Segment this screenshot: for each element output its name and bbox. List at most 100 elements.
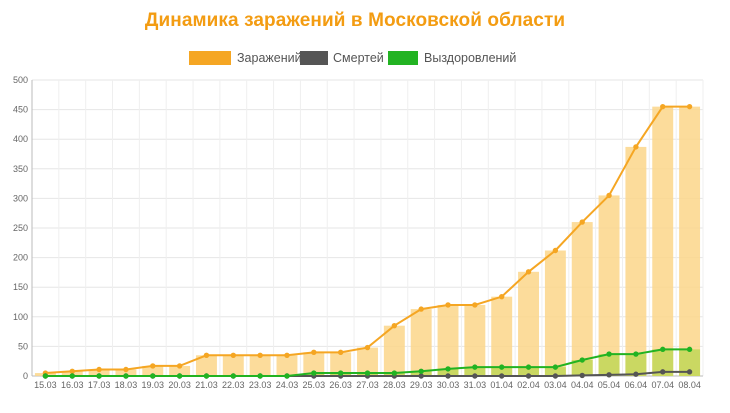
- point-deaths: [525, 373, 532, 379]
- bar-infected: [142, 365, 164, 376]
- bar-infected: [383, 325, 405, 376]
- x-tick-label: 03.04: [544, 380, 567, 390]
- point-recovered: [364, 370, 371, 376]
- bar-infected: [437, 304, 459, 376]
- point-recovered: [337, 370, 344, 376]
- legend-swatch-infected: [189, 51, 231, 65]
- point-recovered: [96, 373, 102, 379]
- x-tick-label: 04.04: [571, 380, 594, 390]
- x-tick-label: 31.03: [464, 380, 487, 390]
- point-recovered: [257, 373, 263, 379]
- bar-infected: [518, 271, 540, 376]
- point-infected: [96, 366, 102, 373]
- point-infected: [579, 219, 585, 225]
- point-recovered: [552, 364, 559, 370]
- bar-infected: [357, 347, 378, 376]
- bar-infected: [303, 352, 325, 376]
- x-tick-label: 06.04: [625, 380, 648, 390]
- point-recovered: [472, 364, 478, 370]
- y-tick-label: 250: [13, 223, 28, 233]
- bar-recovered: [652, 349, 674, 376]
- chart-title: Динамика заражений в Московской области: [144, 10, 566, 31]
- point-infected: [284, 352, 290, 358]
- point-infected: [525, 269, 532, 275]
- bar-recovered: [464, 367, 486, 376]
- point-recovered: [633, 351, 639, 357]
- point-recovered: [284, 373, 290, 379]
- point-recovered: [499, 364, 505, 370]
- point-infected: [123, 366, 129, 373]
- y-tick-label: 50: [18, 341, 28, 351]
- y-tick-label: 300: [13, 193, 28, 203]
- bar-infected: [195, 355, 217, 376]
- bar-recovered: [679, 349, 701, 376]
- x-tick-label: 25.03: [303, 380, 326, 390]
- bar-infected: [464, 304, 486, 376]
- x-tick-label: 21.03: [195, 380, 218, 390]
- point-recovered: [525, 364, 532, 370]
- x-tick-label: 02.04: [517, 380, 540, 390]
- x-tick-label: 26.03: [329, 380, 352, 390]
- x-tick-label: 28.03: [383, 380, 406, 390]
- x-tick-label: 05.04: [598, 380, 621, 390]
- point-recovered: [606, 351, 612, 357]
- x-tick-label: 24.03: [276, 380, 299, 390]
- point-recovered: [176, 373, 183, 379]
- point-deaths: [499, 373, 505, 379]
- x-tick-label: 27.03: [356, 380, 379, 390]
- x-tick-label: 30.03: [437, 380, 460, 390]
- x-tick-label: 20.03: [168, 380, 191, 390]
- point-infected: [606, 192, 612, 199]
- point-deaths: [633, 371, 639, 377]
- x-tick-label: 08.04: [678, 380, 701, 390]
- point-deaths: [579, 372, 585, 379]
- point-deaths: [552, 373, 559, 379]
- point-infected: [311, 349, 317, 356]
- point-deaths: [686, 369, 693, 375]
- bar-recovered: [598, 354, 620, 376]
- bar-infected: [169, 365, 191, 376]
- point-recovered: [686, 346, 693, 353]
- legend-label-deaths: Смертей: [333, 51, 384, 65]
- bar-infected: [276, 355, 298, 376]
- bar-infected: [330, 352, 352, 376]
- point-infected: [391, 322, 398, 329]
- point-infected: [445, 302, 451, 308]
- x-tick-label: 19.03: [142, 380, 165, 390]
- point-infected: [552, 247, 559, 254]
- point-recovered: [69, 373, 75, 379]
- bar-recovered: [571, 360, 593, 376]
- bar-infected: [625, 146, 647, 376]
- point-deaths: [445, 373, 451, 379]
- bar-recovered: [491, 367, 513, 376]
- bar-infected: [679, 106, 701, 376]
- y-tick-label: 100: [13, 312, 28, 322]
- bar-infected: [571, 222, 593, 376]
- x-tick-label: 23.03: [249, 380, 272, 390]
- legend-swatch-recovered: [388, 51, 418, 65]
- point-infected: [150, 363, 156, 369]
- y-tick-label: 150: [13, 282, 28, 292]
- y-tick-label: 350: [13, 164, 28, 174]
- x-tick-label: 18.03: [115, 380, 138, 390]
- x-tick-label: 07.04: [651, 380, 674, 390]
- point-deaths: [418, 373, 424, 379]
- point-recovered: [311, 370, 317, 376]
- point-recovered: [579, 357, 585, 363]
- bar-infected: [115, 369, 137, 376]
- bar-recovered: [625, 354, 647, 376]
- point-deaths: [660, 369, 666, 375]
- point-recovered: [418, 368, 424, 374]
- x-tick-label: 16.03: [61, 380, 84, 390]
- point-recovered: [150, 373, 156, 379]
- bar-infected: [249, 355, 271, 376]
- bar-infected: [652, 106, 674, 376]
- point-recovered: [123, 373, 129, 379]
- point-recovered: [42, 373, 49, 379]
- point-recovered: [445, 366, 451, 372]
- point-recovered: [660, 346, 666, 353]
- point-infected: [337, 349, 344, 356]
- legend-label-recovered: Выздоровлений: [424, 51, 516, 65]
